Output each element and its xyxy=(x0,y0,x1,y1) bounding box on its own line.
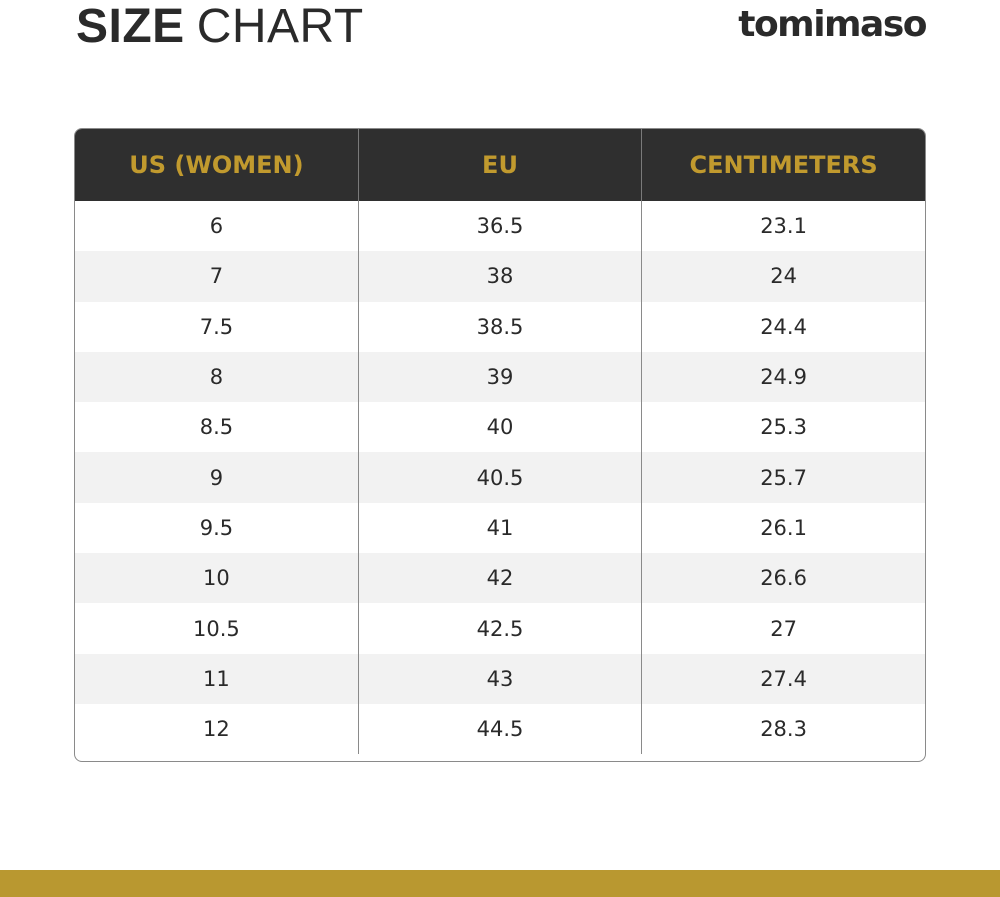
eu-size-cell: 39 xyxy=(357,351,642,403)
page-title-light: CHART xyxy=(196,0,364,53)
eu-size-cell: 38 xyxy=(357,251,642,302)
size-chart-table: US (WOMEN) EU CENTIMETERS 6 36.5 23.1 7 … xyxy=(74,128,926,762)
page-title: SIZE CHART xyxy=(76,0,364,53)
table-row: 10.5 42.5 27 xyxy=(75,603,925,654)
column-header-us-women: US (WOMEN) xyxy=(75,129,359,201)
cm-size-cell: 25.7 xyxy=(641,452,925,503)
us-size-cell: 9.5 xyxy=(199,515,234,540)
table-row: 7 38 24 xyxy=(75,251,925,302)
cm-size-cell: 28.3 xyxy=(641,703,925,755)
eu-size-cell: 38.5 xyxy=(357,301,642,352)
eu-size-cell: 40.5 xyxy=(357,452,642,503)
cm-size-cell: 24.9 xyxy=(641,351,925,403)
us-size-cell: 8.5 xyxy=(199,415,234,440)
page-title-bold: SIZE xyxy=(76,0,185,53)
eu-size-cell: 36.5 xyxy=(357,201,642,252)
table-row: 11 43 27.4 xyxy=(75,653,925,704)
us-size-cell: 12 xyxy=(203,717,230,742)
us-size-cell: 10 xyxy=(75,553,359,604)
us-size-cell: 7.5 xyxy=(199,314,234,339)
cm-size-cell: 27 xyxy=(641,603,925,654)
eu-size-cell: 42.5 xyxy=(357,603,642,654)
cm-size-cell: 24 xyxy=(641,251,925,302)
us-size-cell: 7 xyxy=(75,251,359,302)
table-row: 6 36.5 23.1 xyxy=(75,201,925,252)
column-header-eu: EU xyxy=(357,129,642,201)
table-header-row: US (WOMEN) EU CENTIMETERS xyxy=(75,129,925,201)
cm-size-cell: 24.4 xyxy=(641,301,925,352)
us-size-cell: 8 xyxy=(75,351,359,403)
brand-logo: tomimaso xyxy=(738,3,927,45)
footer-accent-bar xyxy=(0,870,1000,897)
cm-size-cell: 23.1 xyxy=(641,201,925,252)
eu-size-cell: 43 xyxy=(357,653,642,704)
eu-size-cell: 44.5 xyxy=(357,703,642,755)
table-row: 9 40.5 25.7 xyxy=(75,452,925,503)
us-size-cell: 11 xyxy=(75,653,359,704)
eu-size-cell: 42 xyxy=(357,553,642,604)
cm-size-cell: 25.3 xyxy=(641,402,925,453)
cm-size-cell: 26.6 xyxy=(641,553,925,604)
column-header-centimeters: CENTIMETERS xyxy=(641,129,925,201)
us-size-cell: 9 xyxy=(75,452,359,503)
table-row: 10 42 26.6 xyxy=(75,553,925,604)
cm-size-cell: 26.1 xyxy=(641,502,925,554)
table-row: 8 39 24.9 xyxy=(75,351,925,403)
eu-size-cell: 40 xyxy=(357,402,642,453)
table-row: 12 44.5 28.3 xyxy=(75,703,925,755)
table-row: 9.5 41 26.1 xyxy=(75,502,925,554)
table-row: 8.5 40 25.3 xyxy=(75,402,925,453)
us-size-cell: 6 xyxy=(209,214,224,239)
us-size-cell: 10.5 xyxy=(193,616,240,641)
eu-size-cell: 41 xyxy=(357,502,642,554)
table-row: 7.5 38.5 24.4 xyxy=(75,301,925,352)
cm-size-cell: 27.4 xyxy=(641,653,925,704)
